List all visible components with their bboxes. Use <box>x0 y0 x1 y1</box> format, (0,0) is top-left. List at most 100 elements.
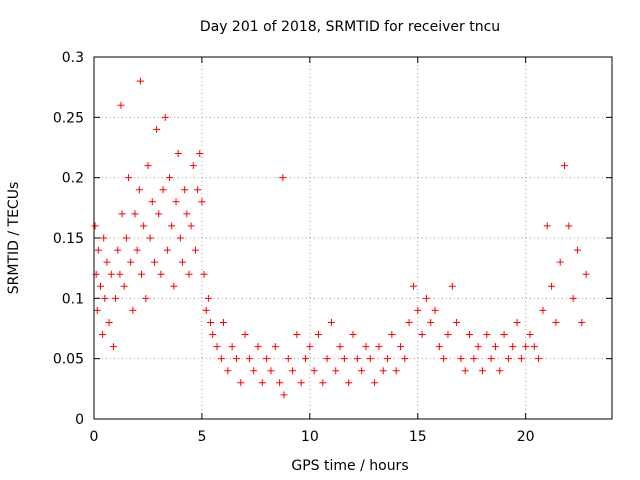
data-point <box>117 101 125 109</box>
data-point <box>120 282 128 290</box>
data-point <box>561 162 569 170</box>
data-point <box>116 270 124 278</box>
data-point <box>509 343 517 351</box>
data-point <box>112 294 120 302</box>
data-point <box>491 343 499 351</box>
data-point <box>565 222 573 230</box>
data-point <box>207 318 215 326</box>
data-point <box>146 234 154 242</box>
x-tick-labels: 0 5 10 15 20 <box>90 429 535 445</box>
data-point <box>556 258 564 266</box>
data-point <box>548 282 556 290</box>
data-point <box>127 258 135 266</box>
plot-frame <box>93 56 613 420</box>
data-point <box>362 343 370 351</box>
data-point <box>582 270 590 278</box>
data-point <box>392 367 400 375</box>
data-point <box>166 174 174 182</box>
data-point <box>220 318 227 326</box>
data-point <box>194 186 202 194</box>
data-point <box>431 306 439 314</box>
data-point <box>349 331 357 339</box>
data-point <box>353 355 361 363</box>
data-point <box>100 234 108 242</box>
data-point <box>366 355 374 363</box>
data-point <box>109 343 117 351</box>
data-point <box>271 343 279 351</box>
data-point <box>168 222 176 230</box>
data-point <box>144 162 152 170</box>
data-point <box>148 198 156 206</box>
data-point <box>153 125 161 133</box>
data-point <box>388 331 396 339</box>
data-point <box>217 355 225 363</box>
data-point <box>250 367 258 375</box>
data-point <box>306 343 314 351</box>
data-point <box>200 270 208 278</box>
data-point <box>93 306 101 314</box>
x-axis-label: GPS time / hours <box>291 458 408 474</box>
data-point <box>440 355 448 363</box>
x-tick-label: 20 <box>517 429 535 445</box>
data-point <box>427 318 435 326</box>
data-point <box>107 270 115 278</box>
data-point <box>129 306 137 314</box>
data-point <box>142 294 150 302</box>
data-point <box>435 343 443 351</box>
y-tick-label: 0.3 <box>62 50 84 66</box>
data-point <box>409 282 417 290</box>
data-point <box>466 331 474 339</box>
y-tick-label: 0.2 <box>62 171 84 187</box>
data-point <box>267 367 275 375</box>
x-tick-label: 15 <box>409 429 427 445</box>
data-point <box>204 294 212 302</box>
y-axis-label: SRMTID / TECUs <box>6 182 22 295</box>
data-point <box>327 318 335 326</box>
data-point <box>136 77 144 85</box>
data-point <box>276 379 284 387</box>
data-point <box>457 355 465 363</box>
data-point <box>245 355 253 363</box>
data-point <box>470 355 478 363</box>
data-point <box>178 258 186 266</box>
data-point <box>103 258 111 266</box>
data-point <box>379 367 387 375</box>
data-point <box>213 343 221 351</box>
data-point <box>254 343 262 351</box>
data-point <box>504 355 512 363</box>
data-point <box>539 306 547 314</box>
chart-title: Day 201 of 2018, SRMTID for receiver tnc… <box>200 19 500 35</box>
data-point <box>137 270 145 278</box>
data-point <box>135 186 143 194</box>
data-point <box>522 343 530 351</box>
data-point <box>530 343 538 351</box>
data-point <box>336 343 344 351</box>
y-tick-label: 0 <box>75 412 84 428</box>
data-point <box>405 318 413 326</box>
data-point <box>131 210 139 218</box>
data-point <box>172 198 180 206</box>
data-point <box>297 379 305 387</box>
data-point <box>122 234 130 242</box>
y-tick-label: 0.15 <box>53 231 84 247</box>
data-point <box>232 355 240 363</box>
data-point <box>414 306 422 314</box>
data-point <box>332 367 340 375</box>
data-point <box>196 150 204 158</box>
y-tick-label: 0.1 <box>62 291 84 307</box>
data-point <box>159 186 167 194</box>
data-point <box>284 355 292 363</box>
data-point <box>189 162 197 170</box>
data-point <box>224 367 232 375</box>
data-point <box>453 318 461 326</box>
data-point <box>371 379 379 387</box>
data-point <box>209 331 217 339</box>
x-tick-label: 0 <box>90 429 99 445</box>
data-point <box>263 355 271 363</box>
data-point <box>181 186 189 194</box>
x-tick-label: 10 <box>301 429 319 445</box>
y-tick-label: 0.25 <box>53 110 84 126</box>
data-point <box>170 282 178 290</box>
data-point <box>191 246 199 254</box>
data-point <box>526 331 534 339</box>
